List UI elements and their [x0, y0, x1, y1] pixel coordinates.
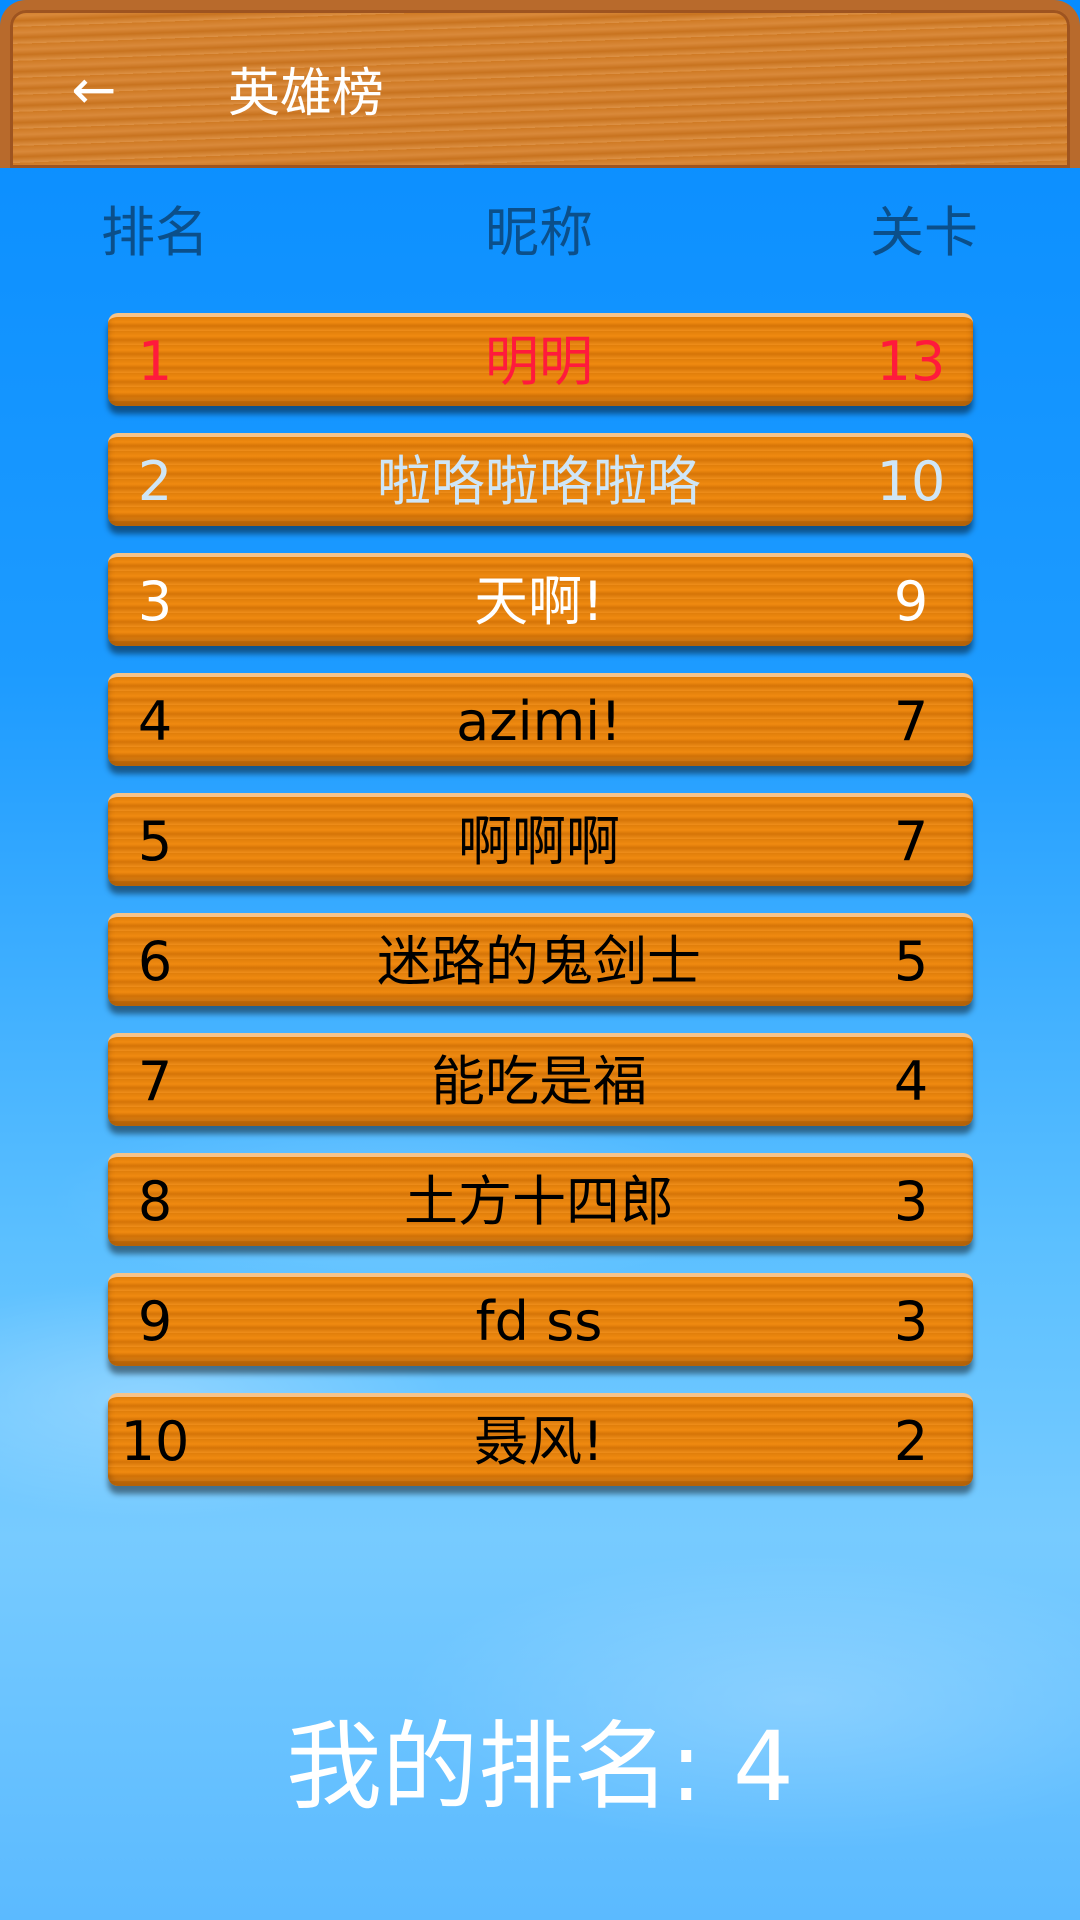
level-value: 10: [876, 450, 946, 513]
nickname-value: 明明: [485, 330, 593, 393]
nickname-value: 聂风!: [474, 1410, 604, 1473]
leaderboard-row[interactable]: 7 能吃是福 4: [108, 1033, 973, 1126]
leaderboard-row[interactable]: 4 azimi! 7: [108, 673, 973, 766]
header-bar: ← 英雄榜: [0, 0, 1080, 168]
leaderboard-row[interactable]: 6 迷路的鬼剑士 5: [108, 913, 973, 1006]
level-value: 9: [893, 570, 929, 633]
leaderboard-row[interactable]: 2 啦咯啦咯啦咯 10: [108, 433, 973, 526]
level-value: 5: [893, 930, 929, 993]
rank-value: 9: [137, 1290, 173, 1353]
nickname-value: 天啊!: [474, 570, 604, 633]
rank-value: 4: [137, 690, 173, 753]
rank-value: 10: [120, 1410, 190, 1473]
rank-value: 1: [137, 330, 173, 393]
level-value: 7: [893, 810, 929, 873]
rank-value: 8: [137, 1170, 173, 1233]
level-value: 7: [893, 690, 929, 753]
rank-value: 5: [137, 810, 173, 873]
my-rank: 我的排名: 4: [286, 1711, 794, 1823]
leaderboard-row[interactable]: 5 啊啊啊 7: [108, 793, 973, 886]
page-title: 英雄榜: [228, 64, 385, 124]
nickname-value: azimi!: [456, 690, 622, 753]
rank-value: 6: [137, 930, 173, 993]
leaderboard-row[interactable]: 9 fd ss 3: [108, 1273, 973, 1366]
leaderboard-row[interactable]: 10 聂风! 2: [108, 1393, 973, 1486]
rank-value: 3: [137, 570, 173, 633]
column-header-level: 关卡: [870, 201, 978, 264]
nickname-value: 迷路的鬼剑士: [377, 930, 701, 993]
leaderboard-row[interactable]: 8 土方十四郎 3: [108, 1153, 973, 1246]
leaderboard-row[interactable]: 1 明明 13: [108, 313, 973, 406]
level-value: 3: [893, 1290, 929, 1353]
nickname-value: fd ss: [475, 1290, 603, 1353]
leaderboard-row[interactable]: 3 天啊! 9: [108, 553, 973, 646]
nickname-value: 啦咯啦咯啦咯: [377, 450, 701, 513]
rank-value: 7: [137, 1050, 173, 1113]
arrow-left-icon[interactable]: ←: [71, 58, 117, 121]
level-value: 13: [876, 330, 946, 393]
level-value: 4: [893, 1050, 929, 1113]
column-header-nickname: 昵称: [485, 201, 593, 264]
level-value: 2: [893, 1410, 929, 1473]
nickname-value: 能吃是福: [431, 1050, 647, 1113]
column-header-rank: 排名: [101, 201, 209, 264]
nickname-value: 土方十四郎: [404, 1170, 674, 1233]
level-value: 3: [893, 1170, 929, 1233]
rank-value: 2: [137, 450, 173, 513]
nickname-value: 啊啊啊: [458, 810, 620, 873]
